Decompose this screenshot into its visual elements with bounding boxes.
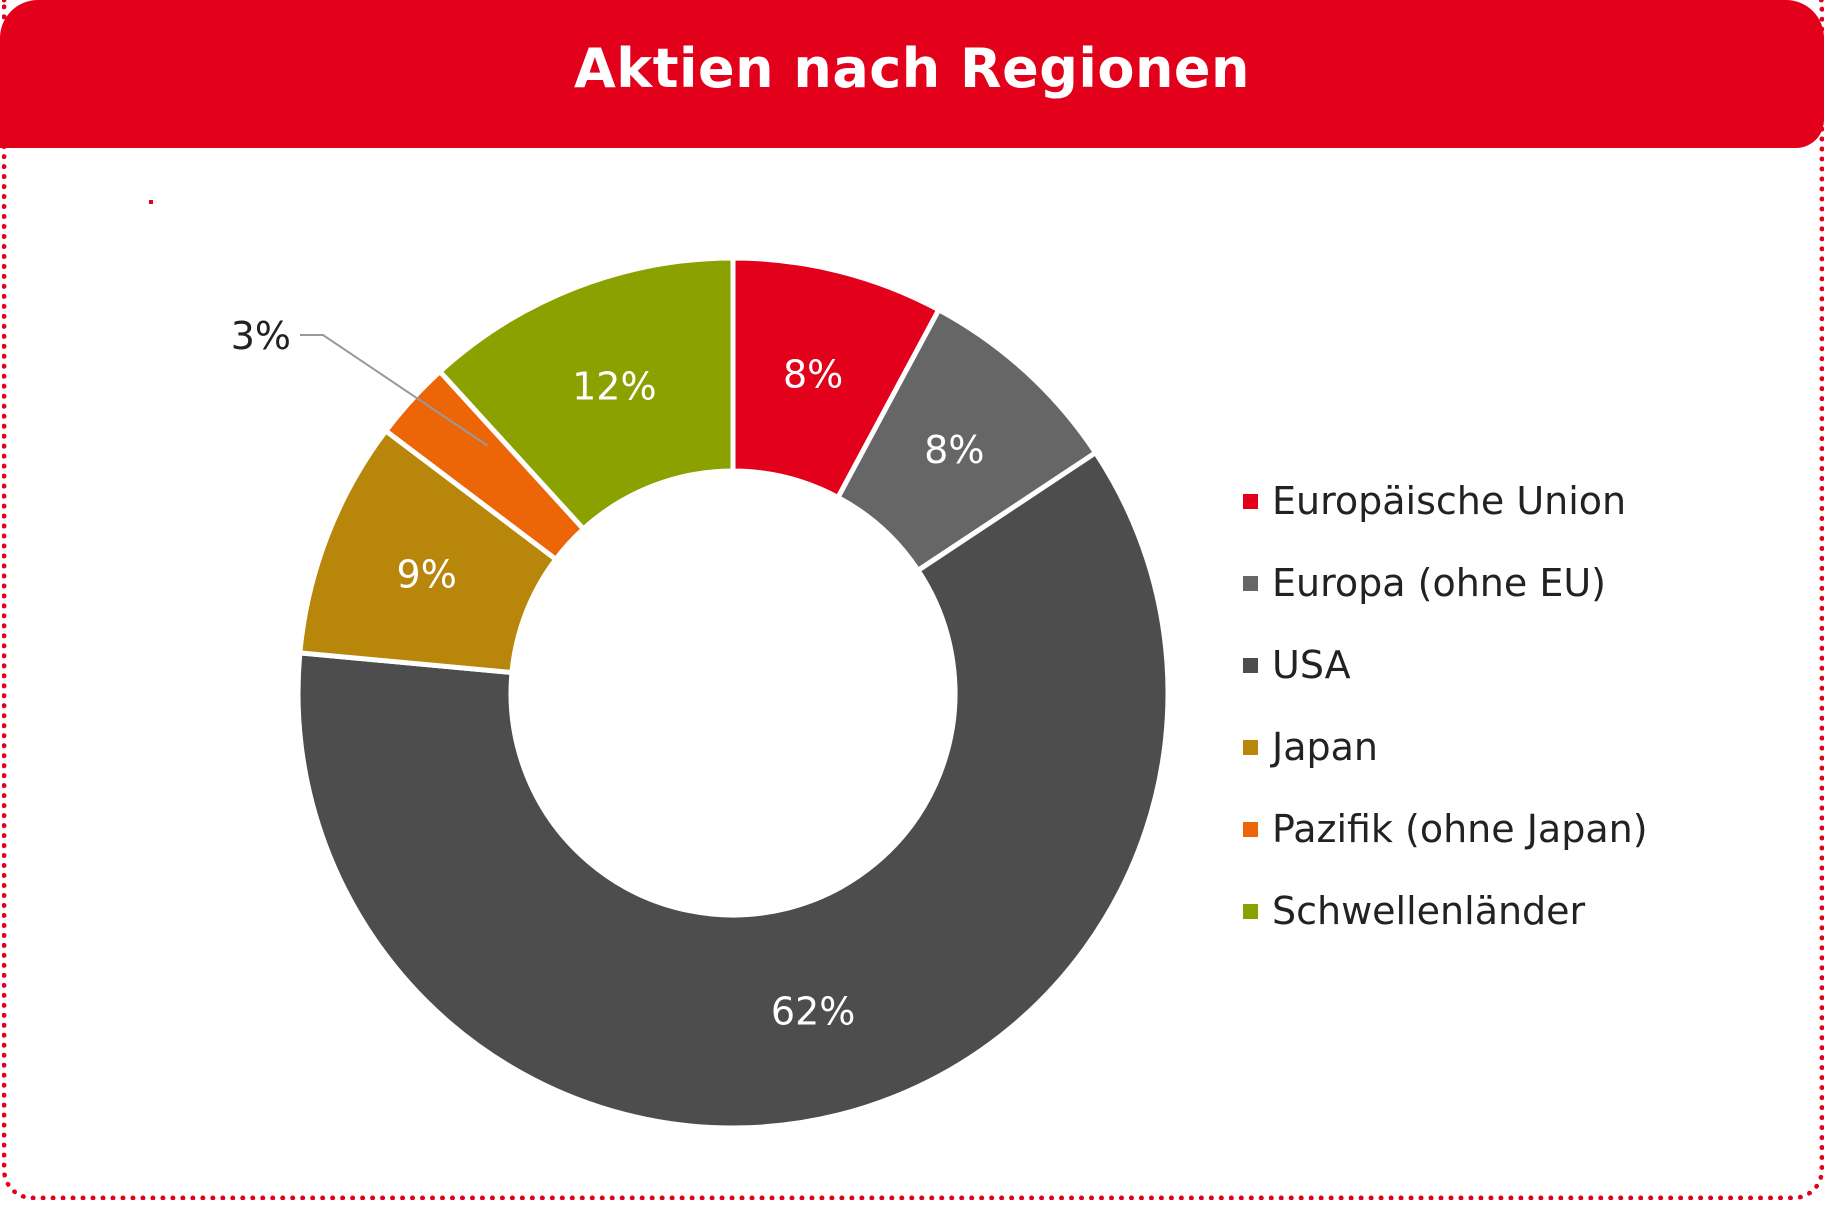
legend-swatch [1243, 657, 1258, 673]
slice-schwellenlaender [436, 255, 736, 533]
chart-card [2, 0, 1824, 1200]
slice-usa [295, 449, 1171, 1131]
legend-item-usa: USA [1243, 624, 1648, 706]
legend-swatch [1243, 493, 1258, 509]
legend-label: Europa (ohne EU) [1272, 561, 1606, 605]
legend-item-pazifik-ohne-japan: Pazifik (ohne Japan) [1243, 788, 1648, 870]
chart-header: Aktien nach Regionen [0, 0, 1824, 148]
legend-label: Europäische Union [1272, 479, 1627, 523]
legend-label: Pazifik (ohne Japan) [1272, 807, 1648, 851]
legend-swatch [1243, 903, 1258, 919]
legend-item-schwellenlaender: Schwellenländer [1243, 870, 1648, 952]
data-label-usa: 62% [771, 990, 855, 1034]
legend-swatch [1243, 575, 1258, 591]
legend-label: USA [1272, 643, 1351, 687]
data-label-schwellenlaender: 12% [572, 365, 656, 409]
data-label-europaeische-union: 8% [783, 352, 843, 396]
leader-line-pazifik-ohne-japan [300, 334, 489, 447]
legend-item-europaeische-union: Europäische Union [1243, 460, 1648, 542]
legend-item-europa-ohne-eu: Europa (ohne EU) [1243, 542, 1648, 624]
decorative-dot [149, 200, 153, 204]
legend-label: Japan [1272, 725, 1378, 769]
legend-swatch [1243, 739, 1258, 755]
legend-label: Schwellenländer [1272, 889, 1586, 933]
data-label-europa-ohne-eu: 8% [924, 428, 984, 472]
chart-title: Aktien nach Regionen [573, 36, 1250, 100]
data-label-pazifik-ohne-japan: 3% [231, 314, 291, 358]
legend-swatch [1243, 821, 1258, 837]
data-label-japan: 9% [397, 552, 457, 596]
chart-legend: Europäische Union Europa (ohne EU) USA Japa… [1243, 460, 1648, 952]
legend-item-japan: Japan [1243, 706, 1648, 788]
